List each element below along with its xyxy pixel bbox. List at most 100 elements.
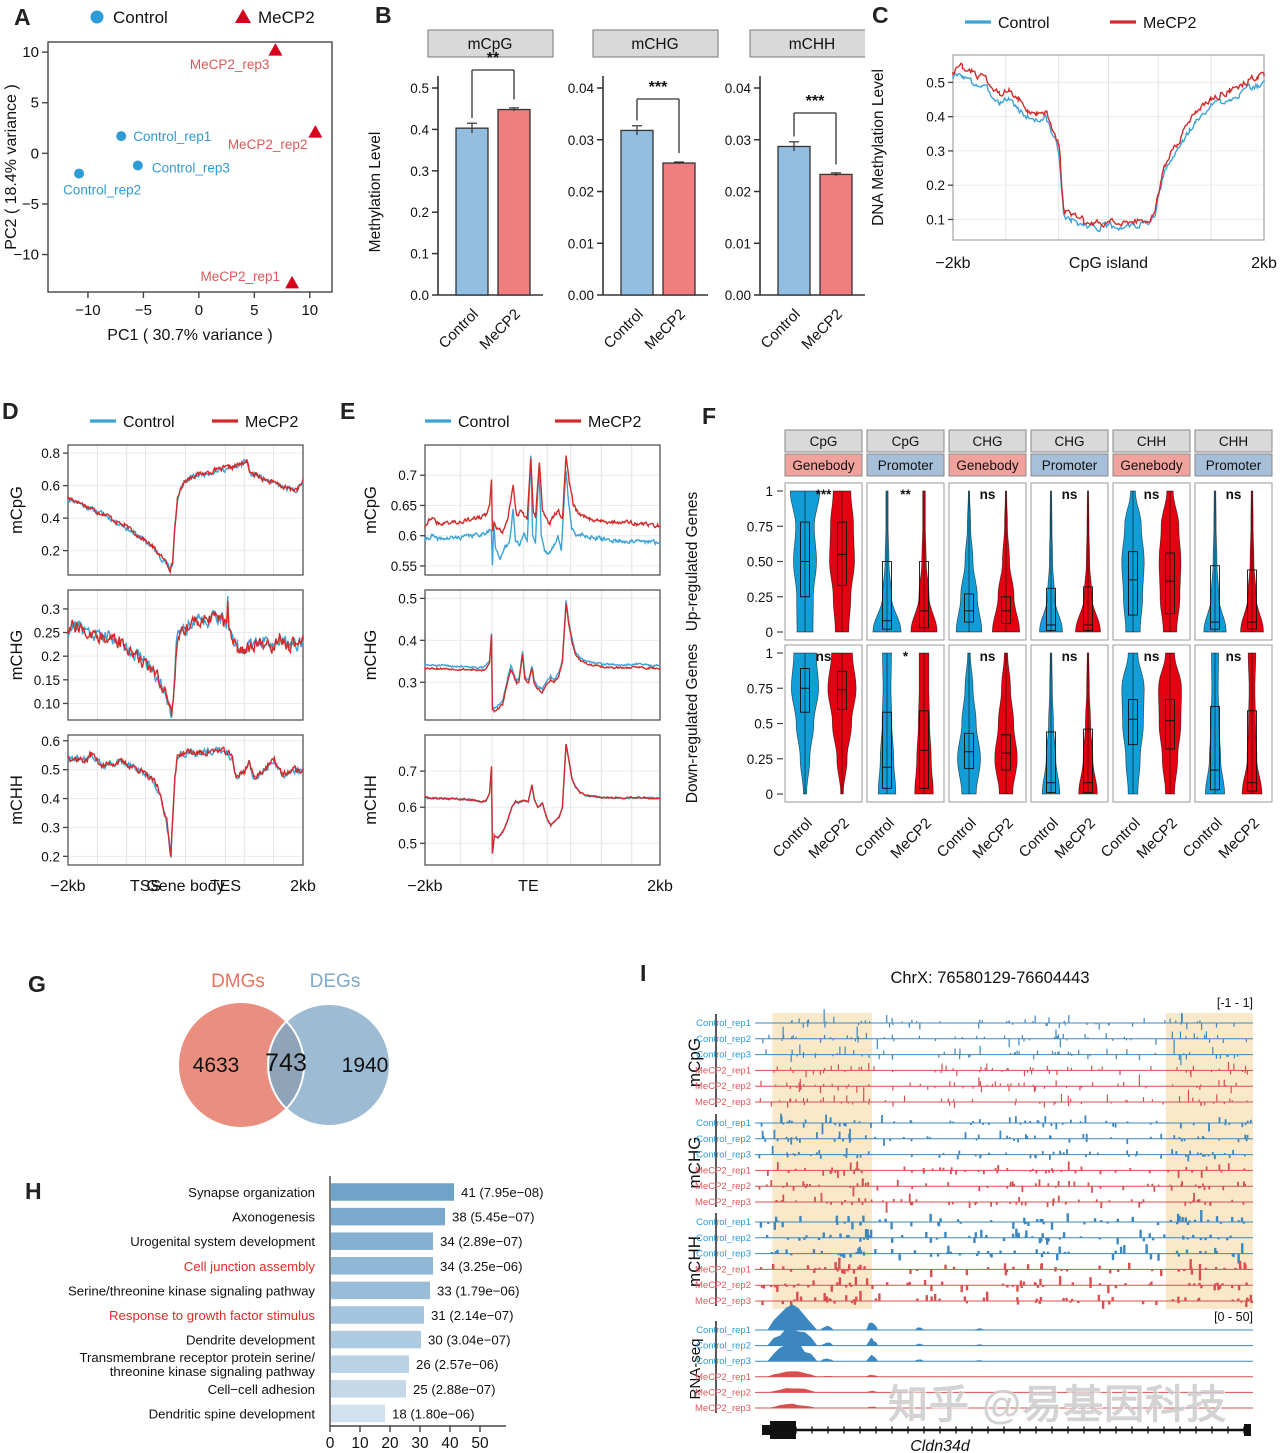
panel-i: I ChrX: 76580129-76604443 [-1 - 1] mCpG Con…	[630, 955, 1280, 1453]
svg-text:−2kb: −2kb	[50, 878, 85, 895]
svg-text:Dendrite development: Dendrite development	[186, 1333, 315, 1348]
svg-text:MeCP2: MeCP2	[1051, 815, 1098, 862]
svg-text:0.65: 0.65	[391, 498, 417, 513]
svg-text:0: 0	[765, 625, 773, 640]
svg-text:0.2: 0.2	[926, 178, 945, 193]
svg-text:0.00: 0.00	[568, 288, 594, 303]
svg-text:***: ***	[816, 487, 833, 502]
svg-text:0.75: 0.75	[747, 681, 773, 696]
svg-text:Control_rep1: Control_rep1	[133, 129, 211, 144]
svg-text:TSS: TSS	[130, 878, 161, 895]
pca-plot: Control MeCP2 −10 −5 0 5 10 −10 −5 0 5 10 PC1 ( 30.7…	[0, 0, 360, 380]
svg-text:mCpG: mCpG	[8, 486, 26, 534]
svg-text:0.5: 0.5	[398, 836, 417, 851]
svg-text:25 (2.88e−07): 25 (2.88e−07)	[413, 1382, 496, 1397]
svg-text:MeCP2: MeCP2	[1133, 815, 1180, 862]
svg-text:Control_rep1: Control_rep1	[696, 1018, 751, 1029]
svg-text:0.6: 0.6	[41, 734, 60, 749]
svg-text:Cell junction assembly: Cell junction assembly	[184, 1259, 316, 1274]
svg-text:0.0: 0.0	[410, 288, 429, 303]
svg-text:40: 40	[441, 1435, 459, 1452]
svg-text:0.7: 0.7	[398, 468, 417, 483]
svg-text:ns: ns	[1144, 487, 1160, 502]
svg-text:10: 10	[22, 44, 39, 61]
svg-text:Control_rep2: Control_rep2	[696, 1233, 751, 1244]
svg-text:Control_rep2: Control_rep2	[696, 1134, 751, 1145]
svg-text:Control_rep3: Control_rep3	[696, 1050, 751, 1061]
svg-text:0.02: 0.02	[568, 185, 594, 200]
svg-text:MeCP2: MeCP2	[798, 306, 845, 353]
svg-text:Control_rep2: Control_rep2	[63, 183, 141, 198]
svg-text:Control_rep3: Control_rep3	[696, 1249, 751, 1260]
svg-text:MeCP2: MeCP2	[588, 414, 641, 431]
svg-text:mCpG: mCpG	[685, 1038, 704, 1087]
svg-text:0.3: 0.3	[41, 820, 60, 835]
svg-text:CpG island: CpG island	[1069, 255, 1148, 272]
svg-text:0.03: 0.03	[725, 133, 751, 148]
svg-text:***: ***	[649, 79, 668, 96]
svg-text:1: 1	[765, 646, 773, 661]
svg-text:MeCP2: MeCP2	[1215, 815, 1262, 862]
svg-text:Up-regulated Genes: Up-regulated Genes	[684, 491, 701, 631]
svg-text:[-1 - 1]: [-1 - 1]	[1217, 996, 1253, 1010]
svg-text:Cell−cell adhesion: Cell−cell adhesion	[208, 1382, 315, 1397]
svg-text:MeCP2_rep3: MeCP2_rep3	[695, 1097, 751, 1108]
svg-text:Urogenital system development: Urogenital system development	[130, 1234, 315, 1249]
svg-text:Dendritic spine development: Dendritic spine development	[149, 1406, 316, 1421]
svg-text:DEGs: DEGs	[310, 971, 361, 992]
svg-text:mCHH: mCHH	[789, 36, 836, 53]
svg-text:5: 5	[250, 302, 258, 319]
svg-text:Promoter: Promoter	[878, 458, 934, 473]
go-enrichment-bars: Synapse organization 41 (7.95e−08) Axonoge…	[0, 1170, 585, 1453]
svg-text:CHH: CHH	[1137, 434, 1166, 449]
svg-text:Control_rep3: Control_rep3	[696, 1150, 751, 1161]
svg-text:MeCP2_rep1: MeCP2_rep1	[695, 1065, 751, 1076]
svg-text:TES: TES	[210, 878, 241, 895]
svg-text:−2kb: −2kb	[407, 878, 442, 895]
svg-text:4633: 4633	[193, 1054, 240, 1077]
svg-text:0.55: 0.55	[391, 559, 417, 574]
svg-text:−5: −5	[135, 302, 152, 319]
svg-text:mCHH: mCHH	[362, 775, 380, 825]
svg-text:0.6: 0.6	[41, 479, 60, 494]
svg-text:−5: −5	[22, 196, 39, 213]
panel-h-label: H	[25, 1178, 42, 1204]
svg-text:PC1 ( 30.7% variance ): PC1 ( 30.7% variance )	[107, 327, 272, 344]
svg-text:MeCP2_rep3: MeCP2_rep3	[190, 57, 270, 72]
svg-text:Control: Control	[113, 8, 168, 27]
svg-text:MeCP2: MeCP2	[476, 306, 523, 353]
svg-text:Promoter: Promoter	[1042, 458, 1098, 473]
svg-text:30 (3.04e−07): 30 (3.04e−07)	[428, 1333, 511, 1348]
svg-text:0.1: 0.1	[410, 247, 429, 262]
svg-text:0.50: 0.50	[747, 555, 773, 570]
svg-text:MeCP2_rep1: MeCP2_rep1	[695, 1372, 751, 1383]
svg-text:0.5: 0.5	[926, 75, 945, 90]
panel-a: A Control MeCP2 −10 −5 0 5 10 −10 −5 0 5 10 PC1 ( 30…	[0, 0, 360, 380]
svg-text:PC2 ( 18.4% variance ): PC2 ( 18.4% variance )	[3, 84, 20, 249]
svg-text:MeCP2: MeCP2	[245, 414, 298, 431]
svg-text:mCHG: mCHG	[8, 630, 26, 680]
svg-text:ns: ns	[980, 487, 996, 502]
svg-text:Control_rep3: Control_rep3	[152, 160, 230, 175]
svg-text:10: 10	[351, 1435, 369, 1452]
svg-text:0.5: 0.5	[410, 81, 429, 96]
svg-text:DNA Methylation Level: DNA Methylation Level	[870, 69, 887, 226]
svg-text:0.6: 0.6	[398, 529, 417, 544]
svg-text:0.2: 0.2	[41, 544, 60, 559]
svg-text:MeCP2: MeCP2	[887, 815, 934, 862]
svg-text:31 (2.14e−07): 31 (2.14e−07)	[431, 1308, 514, 1323]
svg-text:mCHG: mCHG	[685, 1137, 704, 1189]
svg-text:0.01: 0.01	[568, 236, 594, 251]
svg-text:mCpG: mCpG	[362, 486, 380, 534]
svg-text:DMGs: DMGs	[211, 971, 265, 992]
svg-text:38 (5.45e−07): 38 (5.45e−07)	[452, 1210, 535, 1225]
svg-text:Control: Control	[601, 306, 647, 352]
svg-text:0.5: 0.5	[398, 591, 417, 606]
svg-text:−2kb: −2kb	[935, 255, 970, 272]
svg-text:0.6: 0.6	[398, 800, 417, 815]
svg-text:MeCP2: MeCP2	[969, 815, 1016, 862]
panel-e: E Control MeCP2 0.55 0.6 0.65 0.7 mCpG 0.3 0.4 0.…	[330, 395, 675, 925]
svg-text:0.75: 0.75	[747, 519, 773, 534]
svg-text:*: *	[903, 649, 909, 664]
svg-text:0: 0	[195, 302, 203, 319]
